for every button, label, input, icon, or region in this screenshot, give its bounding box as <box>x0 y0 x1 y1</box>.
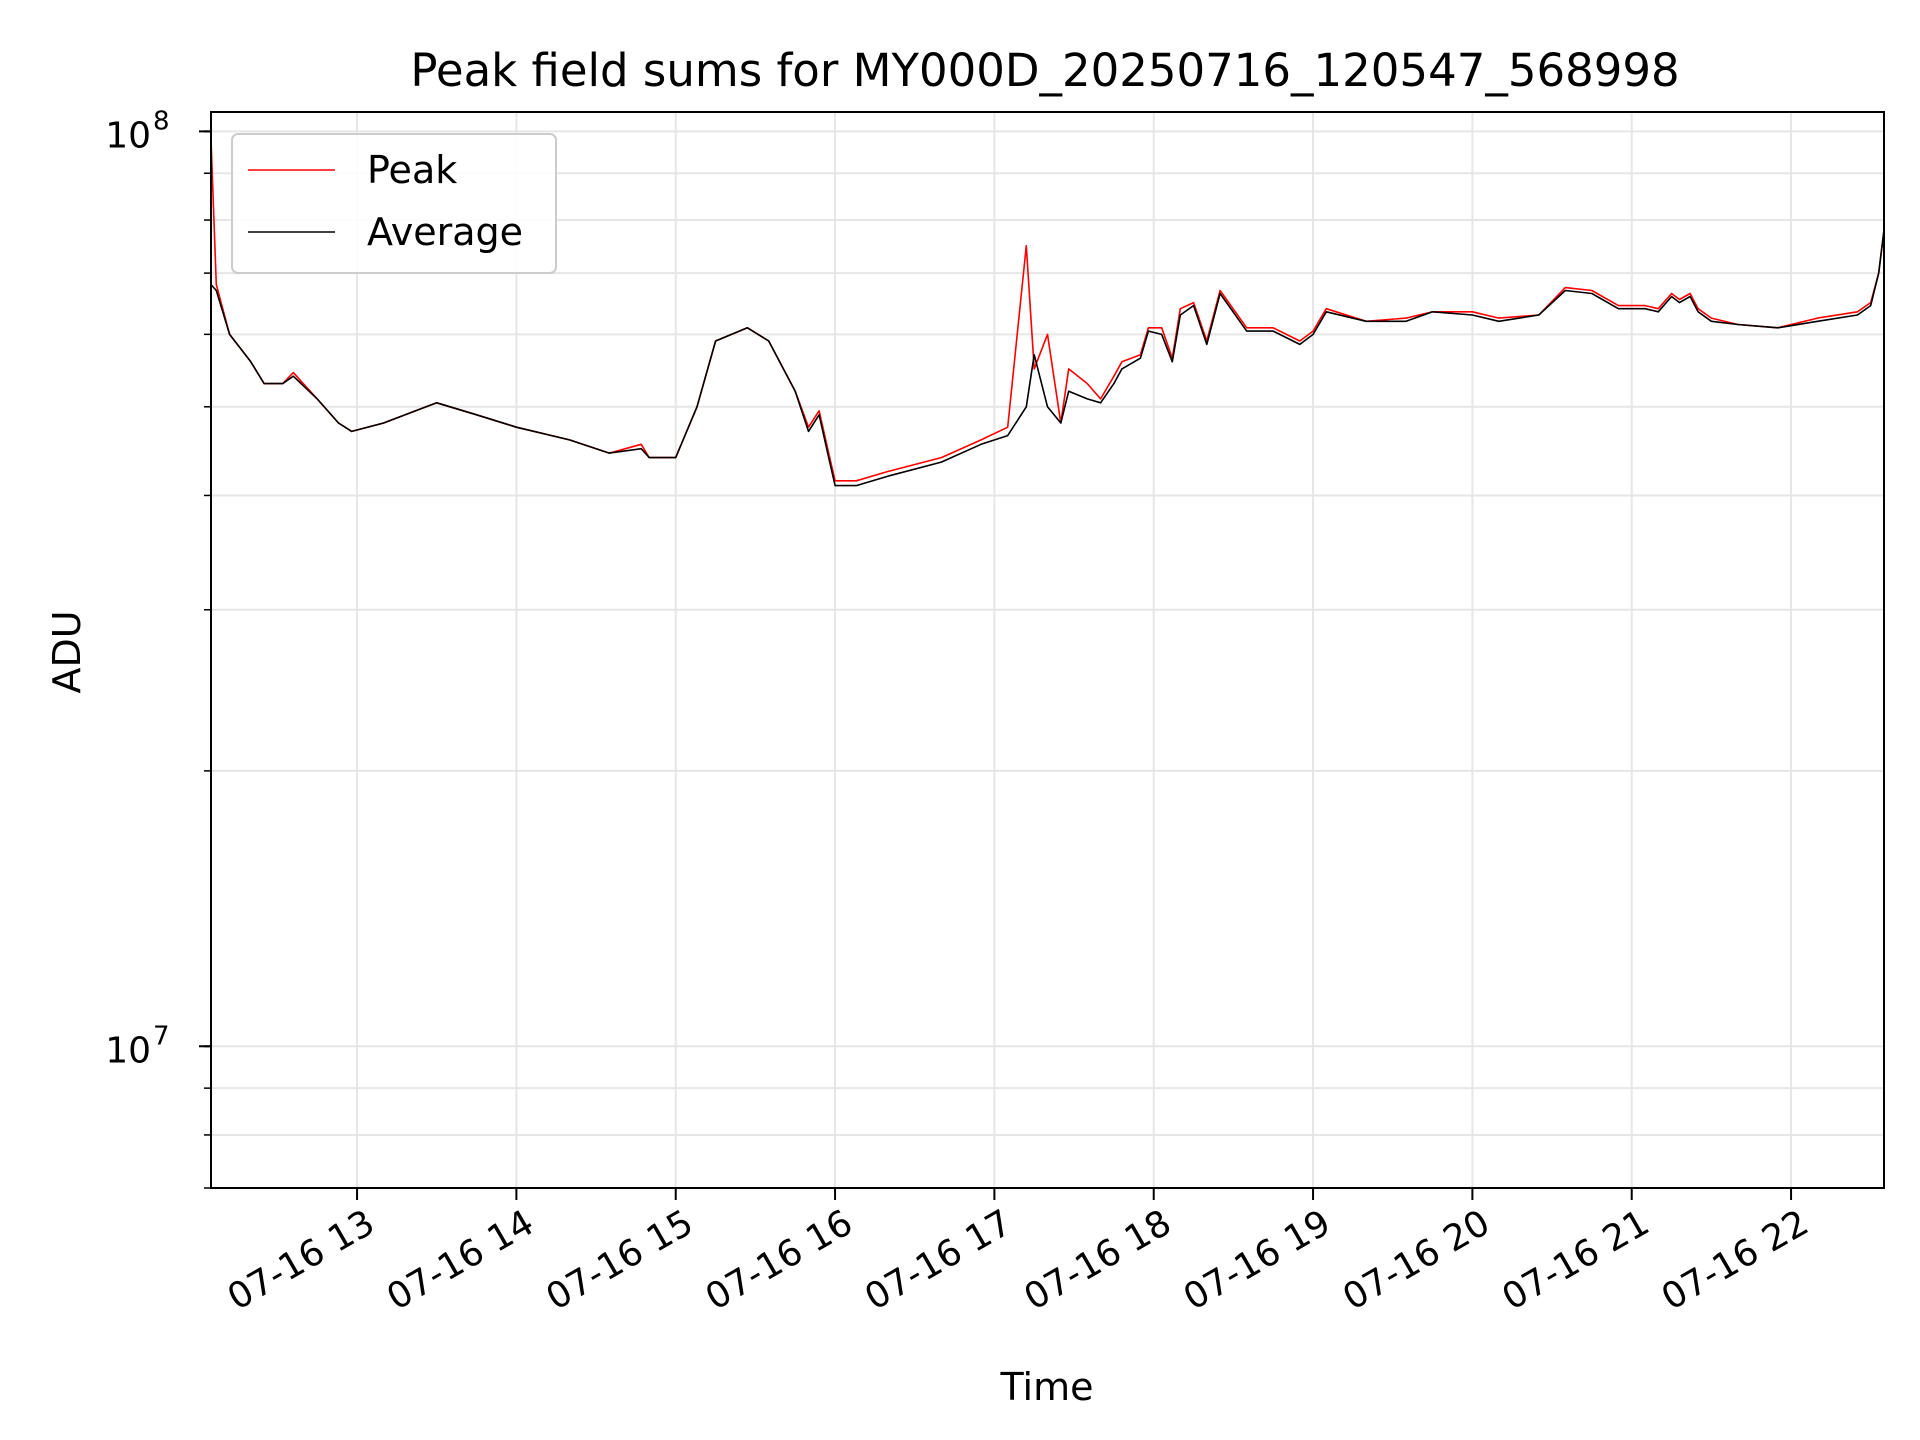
x-tick-label: 07-16 21 <box>1496 1202 1657 1318</box>
plot-frame <box>210 111 1885 1189</box>
legend-box <box>231 133 557 274</box>
x-axis-label: Time <box>1000 1365 1094 1409</box>
x-tick-label: 07-16 16 <box>699 1202 860 1318</box>
x-tick-label: 07-16 18 <box>1018 1202 1179 1318</box>
y-tick-label: 10 <box>105 1030 151 1071</box>
y-tick-label-exponent: 7 <box>153 1021 170 1051</box>
x-tick-label: 07-16 22 <box>1655 1202 1816 1318</box>
chart-title: Peak field sums for MY000D_20250716_1205… <box>410 44 1679 97</box>
y-axis-label: ADU <box>45 610 89 693</box>
series-line-average <box>210 230 1885 487</box>
plot-lines <box>210 139 1885 487</box>
x-tick-label: 07-16 20 <box>1336 1202 1497 1318</box>
x-tick-label: 07-16 17 <box>858 1202 1019 1318</box>
legend-label-peak: Peak <box>367 148 457 192</box>
x-tick-label: 07-16 15 <box>540 1202 701 1318</box>
x-tick-label: 07-16 13 <box>221 1202 382 1318</box>
y-tick-label-exponent: 8 <box>153 106 170 136</box>
x-tick-label: 07-16 19 <box>1177 1202 1338 1318</box>
x-tick-label: 07-16 14 <box>380 1202 541 1318</box>
legend-label-average: Average <box>367 210 523 254</box>
y-tick-label: 10 <box>105 115 151 156</box>
legend: Peak Average <box>231 133 557 274</box>
